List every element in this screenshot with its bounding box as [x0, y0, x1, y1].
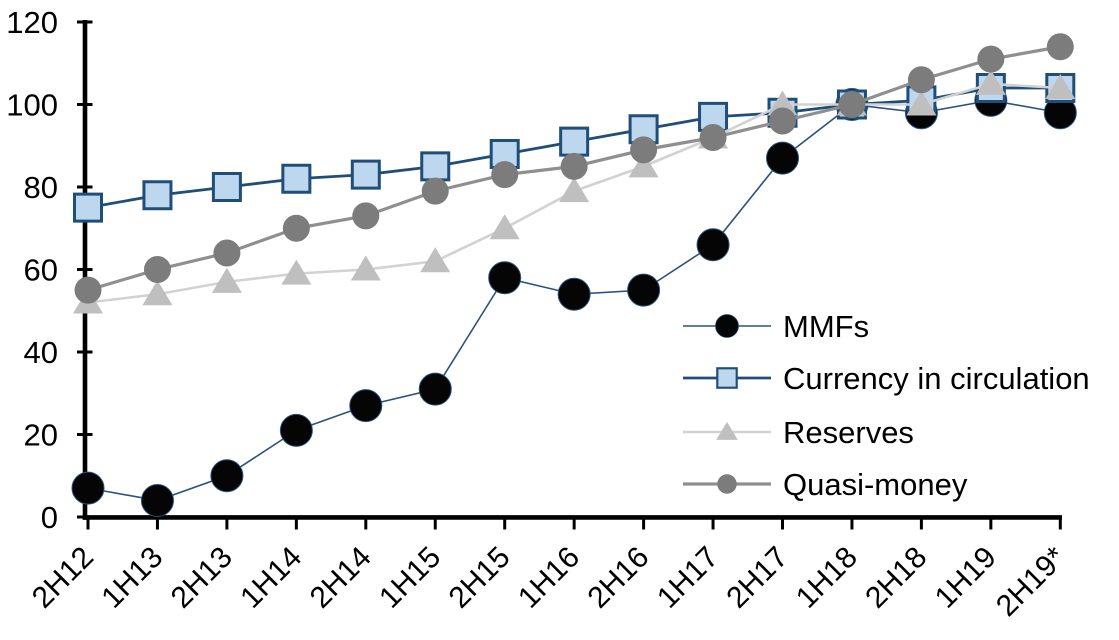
- x-tick-label: 2H18: [859, 541, 933, 615]
- data-point-reserves: [142, 280, 173, 306]
- y-tick-label: 100: [6, 88, 58, 123]
- data-point-mmfs: [71, 471, 105, 505]
- data-point-quasi-money: [421, 177, 449, 205]
- data-point-quasi-money: [1046, 33, 1074, 61]
- legend-marker-quasi-money: [717, 474, 737, 494]
- data-point-currency-in-circulation: [211, 172, 242, 202]
- x-tick-label: 1H15: [373, 541, 447, 615]
- data-point-reserves: [559, 177, 590, 203]
- data-point-quasi-money: [838, 91, 866, 118]
- y-tick-label: 60: [24, 253, 58, 288]
- data-point-quasi-money: [213, 239, 241, 267]
- y-tick-label: 0: [41, 500, 58, 535]
- data-point-quasi-money: [143, 256, 171, 283]
- x-tick-label: 1H18: [790, 541, 864, 615]
- x-tick-label: 2H19*: [990, 540, 1073, 623]
- x-tick-label: 2H15: [443, 541, 517, 615]
- data-point-mmfs: [210, 459, 244, 493]
- y-tick-label: 120: [6, 5, 58, 40]
- y-tick-label: 20: [24, 418, 58, 453]
- data-point-currency-in-circulation: [559, 126, 590, 157]
- data-point-mmfs: [140, 484, 174, 517]
- x-tick-label: 2H17: [720, 541, 794, 615]
- y-tick-label: 80: [24, 170, 58, 205]
- data-point-quasi-money: [699, 124, 727, 151]
- data-point-currency-in-circulation: [281, 163, 312, 194]
- data-point-quasi-money: [282, 214, 310, 242]
- data-point-currency-in-circulation: [420, 151, 451, 182]
- x-tick-label: 1H17: [651, 541, 725, 615]
- legend-marker-mmfs: [715, 314, 739, 338]
- data-point-currency-in-circulation: [142, 180, 173, 211]
- x-tick-label: 2H12: [26, 541, 100, 615]
- x-tick-label: 2H13: [165, 541, 239, 615]
- data-point-quasi-money: [560, 152, 588, 180]
- data-point-reserves: [420, 247, 451, 273]
- data-point-quasi-money: [977, 45, 1005, 73]
- data-point-reserves: [211, 267, 242, 293]
- legend-label-reserves: Reserves: [783, 415, 914, 450]
- data-point-reserves: [906, 90, 937, 116]
- data-point-reserves: [1045, 74, 1076, 99]
- y-tick-label: 40: [24, 335, 58, 370]
- data-point-mmfs: [349, 389, 383, 423]
- data-point-mmfs: [696, 228, 730, 262]
- legend-label-mmfs: MMFs: [783, 309, 869, 344]
- data-point-mmfs: [557, 277, 591, 311]
- data-point-mmfs: [488, 261, 522, 295]
- x-tick-label: 1H16: [512, 541, 586, 615]
- data-point-quasi-money: [491, 161, 519, 189]
- data-point-quasi-money: [630, 136, 658, 164]
- legend-label-quasi-money: Quasi-money: [783, 467, 968, 502]
- data-point-mmfs: [627, 273, 661, 307]
- data-point-reserves: [975, 69, 1006, 95]
- data-point-quasi-money: [769, 107, 796, 135]
- data-point-reserves: [489, 214, 520, 240]
- data-point-quasi-money: [352, 202, 380, 230]
- data-point-reserves: [628, 152, 659, 178]
- data-point-mmfs: [279, 413, 313, 447]
- x-tick-label: 2H16: [582, 541, 656, 615]
- x-tick-label: 2H14: [304, 541, 378, 615]
- data-point-reserves: [350, 255, 381, 281]
- data-point-mmfs: [766, 141, 799, 175]
- data-point-mmfs: [418, 372, 452, 406]
- data-point-currency-in-circulation: [73, 192, 103, 223]
- legend-label-currency-in-circulation: Currency in circulation: [783, 361, 1090, 396]
- x-tick-label: 1H13: [95, 541, 169, 615]
- data-point-reserves: [281, 259, 312, 285]
- data-point-reserves: [767, 90, 798, 116]
- data-point-quasi-money: [74, 276, 102, 304]
- x-tick-label: 1H19: [929, 541, 1003, 615]
- legend-marker-reserves: [716, 421, 738, 440]
- data-point-currency-in-circulation: [350, 159, 381, 190]
- data-point-quasi-money: [907, 66, 935, 94]
- x-tick-label: 1H14: [234, 541, 308, 615]
- legend-marker-currency-in-circulation: [716, 367, 738, 389]
